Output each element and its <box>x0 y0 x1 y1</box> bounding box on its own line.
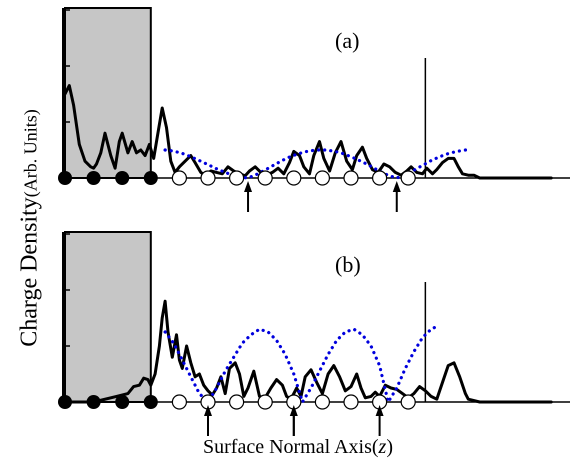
atom-open-marker <box>229 394 245 410</box>
atom-filled-marker <box>115 171 130 185</box>
atom-open-marker <box>314 394 330 410</box>
arrow-head <box>392 181 401 192</box>
atom-filled-marker <box>115 395 130 409</box>
atom-filled-marker <box>58 395 72 409</box>
atom-open-marker <box>200 170 216 186</box>
panel-label: (a) <box>335 28 359 53</box>
envelope-dotted-series <box>163 148 473 180</box>
atom-open-marker <box>400 394 416 410</box>
arrow-head <box>204 405 212 416</box>
arrow-head <box>289 405 298 416</box>
shaded-region <box>64 231 152 403</box>
atom-open-marker <box>257 170 273 186</box>
atom-open-marker <box>286 170 302 186</box>
atom-filled-marker <box>86 171 101 185</box>
atom-filled-marker <box>86 395 101 409</box>
atom-filled-marker <box>143 171 158 185</box>
atom-filled-marker <box>143 395 158 409</box>
y-axis-label-wrap: Charge Density(Arb. Units) <box>0 0 60 466</box>
envelope-dotted-series <box>163 324 439 404</box>
arrow-head <box>244 181 253 192</box>
charge-density-series <box>63 299 553 404</box>
atom-open-marker <box>257 394 273 410</box>
atom-open-marker <box>400 170 416 186</box>
panel-a: (a) <box>58 7 570 212</box>
atom-open-marker <box>229 170 245 186</box>
arrow-head <box>375 405 384 416</box>
x-axis-label: Surface Normal Axis(z) <box>203 436 393 458</box>
atom-open-marker <box>343 394 359 410</box>
atom-open-marker <box>372 170 388 186</box>
atom-filled-marker <box>58 171 72 185</box>
atom-open-marker <box>171 170 187 186</box>
atom-open-marker <box>314 170 330 186</box>
panel-label: (b) <box>335 252 361 277</box>
panel-b: (b) <box>58 231 570 436</box>
atom-open-marker <box>171 394 187 410</box>
y-axis-label: Charge Density(Arb. Units) <box>16 109 43 347</box>
atom-open-marker <box>343 170 359 186</box>
